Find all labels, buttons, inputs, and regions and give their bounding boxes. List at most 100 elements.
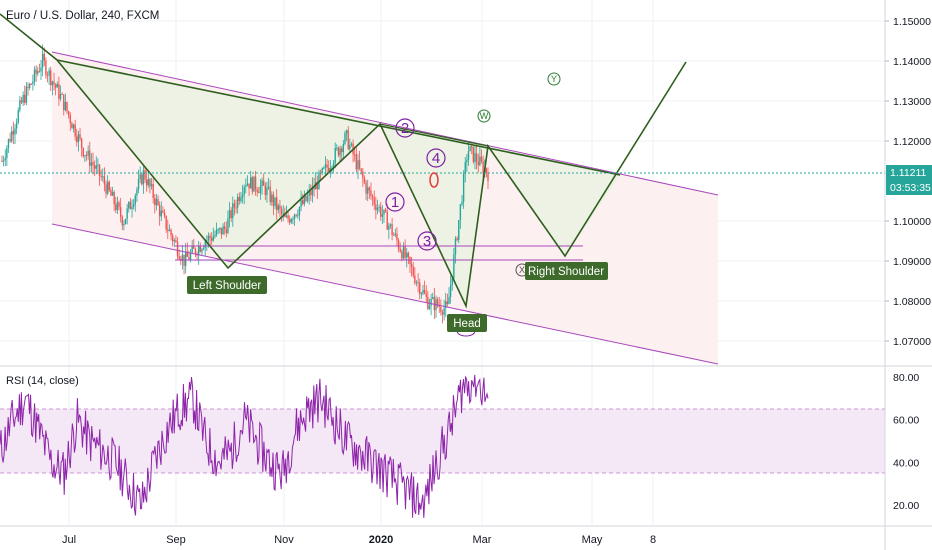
candle-body — [121, 216, 123, 226]
candle-body — [389, 224, 392, 226]
candle-body — [328, 167, 330, 172]
candle-body — [79, 134, 81, 139]
candle-body — [38, 71, 41, 73]
left-shoulder-badge — [187, 276, 267, 294]
candle-body — [394, 233, 397, 235]
candle-body — [451, 278, 453, 286]
rsi-axis[interactable]: 80.00 60.00 40.00 20.00 — [893, 372, 919, 512]
rsi-tick-label: 40.00 — [893, 457, 919, 469]
candle-body — [67, 111, 70, 116]
candle-body — [158, 205, 161, 217]
wave-1-label: 1 — [391, 194, 399, 211]
wave-w-marker — [477, 109, 491, 123]
wave-2-label: 2 — [401, 120, 409, 137]
candle-body — [324, 164, 327, 168]
wave-2-marker — [395, 118, 415, 138]
candle-body — [396, 233, 398, 241]
time-axis-label: Jul — [62, 534, 76, 546]
wave-y-marker — [547, 72, 561, 86]
channel-lower-line — [51, 223, 719, 365]
candle-body — [341, 148, 343, 153]
candle-body — [17, 110, 19, 123]
candle-body — [302, 200, 304, 204]
rsi-label: RSI (14, close) — [6, 375, 79, 387]
candle-body — [334, 148, 336, 164]
candle-body — [365, 182, 367, 194]
candle-body — [407, 252, 410, 258]
candle-body — [432, 297, 434, 299]
candle-body — [61, 94, 63, 96]
candle-body — [453, 254, 455, 279]
candle-body — [428, 305, 431, 309]
candle-body — [422, 290, 424, 294]
candle-body — [141, 174, 143, 185]
candle-body — [332, 163, 335, 168]
candle-body — [441, 312, 444, 315]
candle-body — [43, 53, 45, 61]
candle-body — [77, 134, 80, 143]
candle-body — [269, 186, 271, 203]
candle-body — [254, 176, 257, 190]
candle-body — [446, 301, 449, 305]
candle-body — [306, 195, 309, 201]
candle-body — [293, 214, 296, 219]
candle-body — [436, 299, 439, 306]
candle-body — [126, 208, 128, 219]
candle-body — [84, 155, 86, 157]
candle-body — [170, 229, 172, 236]
candle-body — [363, 178, 366, 183]
candle-body — [423, 290, 426, 294]
head-shoulders-path — [0, 13, 687, 309]
rsi-line — [0, 374, 489, 518]
candle-body — [462, 173, 465, 202]
candle-body — [12, 131, 15, 135]
candle-body — [311, 186, 314, 196]
candle-body — [458, 220, 460, 240]
candle-body — [116, 202, 119, 211]
candle-body — [290, 219, 293, 223]
head-label: Head — [453, 318, 481, 330]
candle-body — [119, 206, 122, 217]
candle-body — [336, 147, 338, 149]
candle-body — [144, 170, 146, 180]
price-tick-label: 1.09000 — [893, 256, 931, 268]
candle-body — [193, 245, 195, 249]
candle-body — [80, 138, 83, 149]
candle-body — [176, 241, 179, 256]
price-tick-label: 1.14000 — [893, 56, 931, 68]
candle-body — [58, 83, 60, 99]
candle-body — [477, 161, 479, 166]
candle-body — [175, 240, 177, 242]
candle-body — [240, 197, 242, 202]
candle-body — [152, 184, 154, 198]
time-axis[interactable]: Jul Sep Nov 2020 Mar May 8 — [62, 534, 656, 546]
candle-body — [219, 227, 221, 230]
candle-body — [225, 229, 228, 234]
candle-body — [305, 195, 307, 201]
candle-body — [349, 144, 351, 149]
candle-body — [64, 101, 67, 111]
candle-body — [371, 195, 374, 198]
neckline-segment — [379, 123, 489, 147]
candle-body — [76, 136, 78, 143]
candle-body — [449, 285, 452, 298]
candle-body — [337, 147, 340, 156]
candle-body — [308, 190, 310, 196]
left-shoulder-label: Left Shoulder — [193, 280, 262, 292]
candle-body — [149, 179, 151, 187]
candle-body — [97, 164, 99, 166]
candle-body — [355, 154, 358, 170]
time-axis-label: Nov — [274, 534, 294, 546]
candle-body — [53, 81, 55, 85]
candle-body — [248, 183, 250, 189]
candle-body — [342, 143, 345, 153]
candle-body — [373, 197, 375, 205]
candle-body — [128, 202, 130, 209]
price-tick-label: 1.07000 — [893, 336, 931, 348]
candle-body — [384, 209, 387, 212]
candle-body — [383, 209, 385, 215]
price-axis[interactable]: 1.15000 1.14000 1.13000 1.12000 1.10000 1.090… — [885, 16, 931, 348]
countdown-badge — [886, 180, 932, 195]
candle-body — [362, 171, 364, 179]
